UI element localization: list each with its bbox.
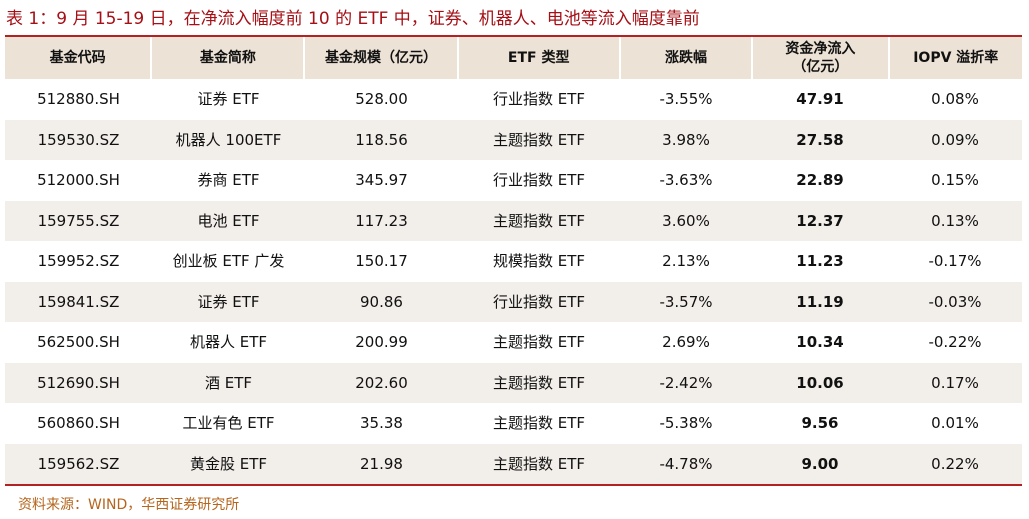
table-cell: 3.60%	[662, 211, 710, 230]
table-cell: 3.98%	[662, 130, 710, 149]
table-cell: 主题指数 ETF	[492, 373, 586, 392]
table-row: 560860.SH 工业有色 ETF 35.38 主题指数 ETF -5.38% 9.56…	[5, 403, 1022, 444]
table-cell: 9.56	[801, 414, 839, 433]
table-cell: 工业有色 ETF	[182, 414, 275, 433]
table-cell: 机器人 ETF	[189, 333, 268, 352]
table-cell: 159952.SZ	[37, 252, 120, 271]
table-cell: 21.98	[360, 454, 403, 473]
table-cell: 9.00	[801, 454, 839, 473]
table-cell: 主题指数 ETF	[492, 211, 586, 230]
table-cell: 150.17	[355, 252, 408, 271]
table-cell: 0.13%	[931, 211, 979, 230]
table-cell: 90.86	[360, 292, 403, 311]
header-cell: 资金净流入 （亿元）	[753, 37, 890, 79]
source-note: 资料来源：WIND，华西证券研究所	[18, 497, 240, 513]
table-cell: 159530.SZ	[37, 130, 120, 149]
table-cell: 2.13%	[662, 252, 710, 271]
table-cell: -3.55%	[659, 90, 713, 109]
table-row: 159562.SZ 黄金股 ETF 21.98 主题指数 ETF -4.78% 9.00 0…	[5, 443, 1022, 484]
table-cell: 202.60	[355, 373, 408, 392]
header-cell: 基金简称	[152, 37, 306, 79]
header-row: 基金代码 基金简称 基金规模（亿元） ETF 类型 涨跌幅 资金净流入 （亿元） IOPV …	[5, 37, 1022, 79]
table-row: 159530.SZ 机器人 100ETF 118.56 主题指数 ETF 3.98% 27…	[5, 119, 1022, 160]
table-cell: 562500.SH	[37, 333, 120, 352]
table-cell: 券商 ETF	[197, 171, 260, 190]
table-cell: 酒 ETF	[204, 373, 253, 392]
table-cell: 10.34	[796, 333, 844, 352]
table-row: 159841.SZ 证券 ETF 90.86 行业指数 ETF -3.57% 11.19 -…	[5, 281, 1022, 322]
table-cell: 创业板 ETF 广发	[172, 252, 285, 271]
table-cell: 528.00	[355, 90, 408, 109]
header-cell: 涨跌幅	[621, 37, 754, 79]
table-cell: 主题指数 ETF	[492, 414, 586, 433]
table-cell: 512690.SH	[37, 373, 120, 392]
header-cell: 基金代码	[5, 37, 153, 79]
header-cell: ETF 类型	[459, 37, 621, 79]
table-cell: 118.56	[355, 130, 408, 149]
table-cell: 行业指数 ETF	[492, 292, 586, 311]
table-cell: 11.23	[796, 252, 844, 271]
table-cell: -2.42%	[659, 373, 713, 392]
table-cell: 10.06	[796, 373, 844, 392]
table: 基金代码 基金简称 基金规模（亿元） ETF 类型 涨跌幅 资金净流入 （亿元） IOPV …	[5, 35, 1022, 486]
table-cell: -3.63%	[659, 171, 713, 190]
table-cell: 512000.SH	[37, 171, 120, 190]
table-cell: 117.23	[355, 211, 408, 230]
table-cell: 2.69%	[662, 333, 710, 352]
header-cell: IOPV 溢折率	[913, 50, 999, 66]
table-cell: 27.58	[796, 130, 844, 149]
table-cell: 主题指数 ETF	[492, 454, 586, 473]
table-cell: 11.19	[796, 292, 844, 311]
table-cell: 47.91	[796, 90, 844, 109]
table-cell: 200.99	[355, 333, 408, 352]
header-cell: 基金规模（亿元）	[305, 37, 459, 79]
table-cell: 证券 ETF	[197, 292, 260, 311]
table-cell: 159841.SZ	[37, 292, 120, 311]
table-cell: 22.89	[796, 171, 844, 190]
table-cell: 电池 ETF	[197, 211, 260, 230]
table-cell: -3.57%	[659, 292, 713, 311]
table-cell: 0.17%	[931, 373, 979, 392]
table-row: 512690.SH 酒 ETF 202.60 主题指数 ETF -2.42% 10.06 0…	[5, 362, 1022, 403]
table-row: 159952.SZ 创业板 ETF 广发 150.17 规模指数 ETF 2.13% 11…	[5, 241, 1022, 282]
table-cell: -5.38%	[659, 414, 713, 433]
table-cell: 主题指数 ETF	[492, 333, 586, 352]
table-cell: 规模指数 ETF	[492, 252, 586, 271]
table-cell: 12.37	[796, 211, 844, 230]
table-row: 159755.SZ 电池 ETF 117.23 主题指数 ETF 3.60% 12.37 0…	[5, 200, 1022, 241]
table-cell: 证券 ETF	[197, 90, 260, 109]
table-cell: -0.22%	[928, 333, 982, 352]
table-cell: 345.97	[355, 171, 408, 190]
table-cell: 0.09%	[931, 130, 979, 149]
table-cell: 560860.SH	[37, 414, 120, 433]
table-cell: 35.38	[360, 414, 403, 433]
table-title: 表 1：9 月 15-19 日，在净流入幅度前 10 的 ETF 中，证券、机器…	[6, 9, 700, 29]
table-cell: 机器人 100ETF	[175, 130, 282, 149]
table-cell: 主题指数 ETF	[492, 130, 586, 149]
table-cell: 0.08%	[931, 90, 979, 109]
table-cell: 159562.SZ	[37, 454, 120, 473]
table-row: 512000.SH 券商 ETF 345.97 行业指数 ETF -3.63% 22.89…	[5, 160, 1022, 201]
table-cell: 黄金股 ETF	[189, 454, 268, 473]
table-cell: 159755.SZ	[37, 211, 120, 230]
table-cell: 0.22%	[931, 454, 979, 473]
table-row: 562500.SH 机器人 ETF 200.99 主题指数 ETF 2.69% 10.34…	[5, 322, 1022, 363]
table-cell: 0.15%	[931, 171, 979, 190]
table-cell: -4.78%	[659, 454, 713, 473]
table-cell: -0.17%	[928, 252, 982, 271]
table-cell: 行业指数 ETF	[492, 90, 586, 109]
table-cell: 行业指数 ETF	[492, 171, 586, 190]
table-cell: -0.03%	[928, 292, 982, 311]
table-cell: 512880.SH	[37, 90, 120, 109]
table-cell: 0.01%	[931, 414, 979, 433]
table-row: 512880.SH 证券 ETF 528.00 行业指数 ETF -3.55% 47.91…	[5, 79, 1022, 120]
